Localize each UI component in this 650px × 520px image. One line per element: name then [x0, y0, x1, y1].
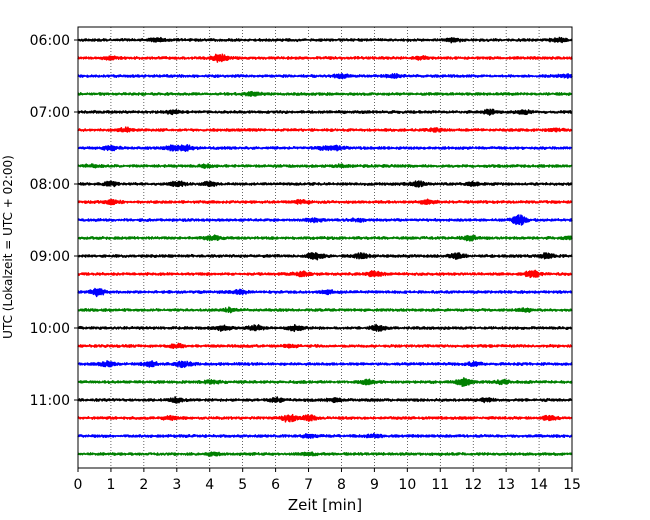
trace-0615	[77, 53, 573, 63]
y-tick-label: 07:00	[30, 105, 70, 121]
trace-1130	[77, 432, 573, 439]
x-tick-label: 4	[205, 477, 214, 493]
y-tick-label: 06:00	[30, 33, 70, 49]
trace-0945	[77, 306, 573, 314]
x-tick-label: 10	[398, 477, 416, 493]
trace-1000	[77, 323, 573, 333]
trace-0900	[77, 252, 573, 261]
trace-0830	[77, 214, 573, 226]
trace-0715	[77, 126, 573, 133]
y-axis-label: UTC (Lokalzeit = UTC + 02:00)	[1, 155, 15, 339]
x-tick-label: 1	[106, 477, 115, 493]
trace-0915	[77, 269, 573, 279]
x-tick-label: 7	[304, 477, 313, 493]
x-tick-label: 15	[563, 477, 581, 493]
y-axis: 06:00 07:00 08:00 09:00 10:00 11:00	[30, 33, 78, 409]
trace-0930	[77, 287, 573, 298]
trace-0845	[77, 234, 573, 242]
x-tick-label: 5	[238, 477, 247, 493]
y-tick-label: 11:00	[30, 393, 70, 409]
x-tick-label: 11	[431, 477, 449, 493]
trace-0815	[77, 198, 573, 206]
trace-0600	[77, 36, 573, 44]
trace-1100	[77, 396, 573, 404]
trace-0645	[77, 90, 573, 97]
trace-0730	[77, 143, 573, 152]
trace-0630	[77, 72, 573, 80]
trace-1045	[77, 377, 573, 387]
trace-1115	[77, 413, 573, 423]
x-tick-label: 13	[497, 477, 515, 493]
plot-frame	[77, 26, 573, 469]
x-tick-label: 9	[370, 477, 379, 493]
trace-1015	[77, 342, 573, 349]
trace-0800	[77, 180, 573, 188]
y-tick-label: 10:00	[30, 321, 70, 337]
trace-1030	[77, 360, 573, 369]
x-axis: 0 1 2 3 4 5 6 7 8 9 10 11 12 13 14 15	[74, 468, 581, 493]
x-tick-label: 14	[530, 477, 548, 493]
y-tick-label: 09:00	[30, 249, 70, 265]
plot-background	[78, 27, 572, 468]
x-axis-label: Zeit [min]	[288, 496, 362, 514]
x-tick-label: 12	[464, 477, 482, 493]
trace-1145	[77, 451, 573, 457]
traces	[77, 36, 573, 457]
x-tick-label: 6	[271, 477, 280, 493]
x-tick-label: 2	[139, 477, 148, 493]
x-tick-label: 0	[74, 477, 83, 493]
trace-0700	[77, 108, 573, 116]
trace-0745	[77, 163, 573, 169]
x-tick-label: 3	[172, 477, 181, 493]
x-tick-label: 8	[337, 477, 346, 493]
y-tick-label: 08:00	[30, 177, 70, 193]
